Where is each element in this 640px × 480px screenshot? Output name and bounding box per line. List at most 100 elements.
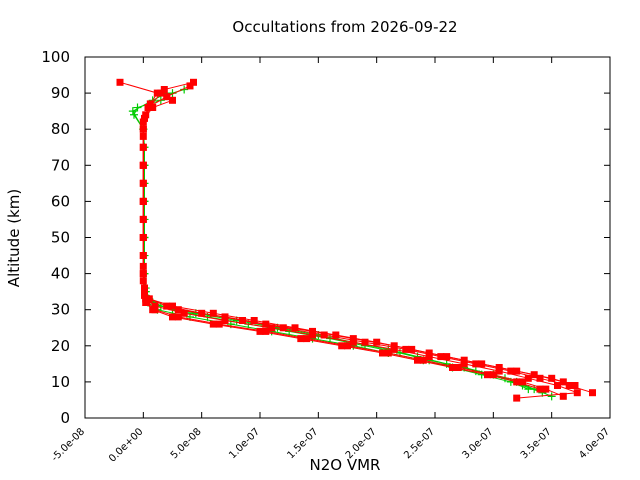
- data-point: [157, 89, 165, 97]
- data-point: [139, 118, 147, 126]
- data-point: [130, 110, 138, 119]
- data-point: [309, 327, 316, 335]
- data-point: [141, 114, 148, 122]
- data-point: [145, 295, 153, 303]
- data-point: [573, 389, 581, 397]
- data-point: [524, 374, 532, 382]
- data-point: [484, 371, 491, 379]
- data-point: [139, 197, 147, 205]
- data-point: [250, 317, 258, 324]
- y-tick-label: 70: [51, 156, 70, 174]
- data-point: [495, 364, 503, 371]
- data-point: [268, 324, 276, 332]
- data-point: [262, 320, 270, 328]
- data-point: [180, 309, 188, 317]
- data-point: [530, 371, 538, 379]
- data-point: [169, 96, 176, 104]
- data-point: [454, 364, 462, 371]
- data-point: [542, 385, 550, 393]
- data-point: [215, 320, 223, 328]
- data-point: [221, 317, 229, 324]
- y-tick-label: 50: [51, 229, 70, 247]
- data-point: [414, 356, 421, 364]
- data-point: [559, 392, 567, 400]
- y-tick-label: 20: [51, 337, 70, 355]
- data-point: [209, 320, 217, 328]
- data-point: [495, 367, 503, 375]
- data-point: [373, 338, 381, 346]
- data-point: [145, 104, 153, 111]
- data-point: [174, 306, 182, 314]
- data-point: [151, 302, 159, 310]
- data-point: [209, 309, 217, 317]
- data-point: [262, 327, 270, 335]
- data-point: [425, 349, 433, 357]
- data-point: [139, 161, 147, 169]
- y-tick-label: 60: [51, 192, 70, 210]
- data-point: [460, 356, 468, 364]
- data-point: [507, 367, 515, 375]
- data-point: [524, 385, 533, 394]
- y-axis: 0 10 20 30 40 50 60 70 80 90 100: [41, 48, 610, 427]
- y-tick-label: 80: [51, 120, 70, 138]
- data-point: [320, 331, 328, 339]
- data-point: [536, 385, 544, 393]
- data-point: [536, 374, 544, 382]
- data-point: [513, 394, 521, 402]
- plot-series: [116, 78, 596, 402]
- data-point: [190, 78, 197, 86]
- data-point: [338, 342, 346, 350]
- chart-title: Occultations from 2026-09-22: [232, 18, 457, 36]
- data-point: [128, 107, 137, 116]
- data-point: [449, 364, 456, 371]
- x-axis-label: N2O VMR: [310, 456, 381, 474]
- data-point: [332, 331, 340, 339]
- data-point: [163, 93, 171, 101]
- data-point: [309, 331, 316, 339]
- data-point: [139, 234, 147, 241]
- data-point: [589, 389, 596, 397]
- data-point: [221, 313, 229, 321]
- data-point: [554, 382, 561, 389]
- data-point: [256, 327, 264, 335]
- data-point: [460, 360, 468, 368]
- data-point: [279, 324, 287, 332]
- data-point: [139, 270, 147, 278]
- data-point: [174, 313, 182, 321]
- data-point: [239, 317, 246, 324]
- data-point: [419, 356, 427, 364]
- data-point: [169, 302, 176, 310]
- data-point: [186, 82, 194, 90]
- data-point: [548, 374, 556, 382]
- data-point: [472, 360, 480, 368]
- data-point: [344, 342, 351, 350]
- data-point: [160, 86, 168, 93]
- y-tick-label: 0: [60, 409, 70, 427]
- data-point: [163, 302, 171, 310]
- data-point: [390, 345, 398, 353]
- data-point: [297, 335, 305, 343]
- data-point: [379, 349, 386, 357]
- data-point: [139, 125, 147, 133]
- data-point: [565, 382, 573, 389]
- y-tick-label: 40: [51, 265, 70, 283]
- data-point: [425, 353, 433, 361]
- data-point: [169, 313, 176, 321]
- data-point: [291, 324, 299, 332]
- data-point: [146, 100, 154, 108]
- data-point: [361, 338, 369, 346]
- data-point: [142, 299, 150, 306]
- series-1: [116, 78, 596, 402]
- data-point: [116, 78, 124, 86]
- data-point: [303, 335, 311, 343]
- data-point: [489, 371, 497, 379]
- data-point: [141, 291, 148, 299]
- series-line: [145, 291, 529, 390]
- y-tick-label: 90: [51, 84, 70, 102]
- data-point: [571, 382, 579, 389]
- data-point: [390, 342, 398, 350]
- y-tick-label: 100: [41, 48, 70, 66]
- y-tick-label: 10: [51, 373, 70, 391]
